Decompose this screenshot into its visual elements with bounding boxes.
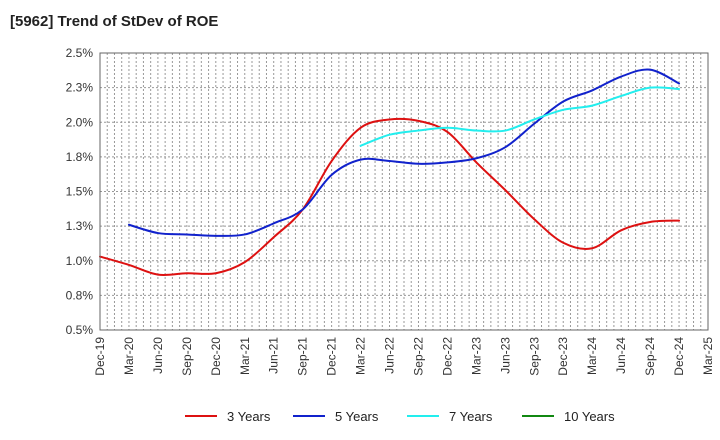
x-tick-label: Sep-20 [180, 337, 194, 376]
legend-label-7-years: 7 Years [449, 408, 493, 424]
y-tick-label: 2.0% [66, 115, 94, 129]
x-tick-label: Jun-22 [383, 337, 397, 374]
y-tick-label: 2.3% [66, 81, 94, 95]
legend-swatch-3-years [185, 415, 217, 417]
legend-label-5-years: 5 Years [335, 408, 379, 424]
y-tick-label: 1.0% [66, 254, 94, 268]
x-tick-label: Jun-21 [267, 337, 281, 374]
x-tick-label: Jun-23 [498, 337, 512, 374]
x-tick-label: Jun-24 [614, 337, 628, 374]
legend-label-10-years: 10 Years [564, 408, 615, 424]
x-tick-label: Jun-20 [151, 337, 165, 374]
x-tick-label: Mar-22 [354, 337, 368, 375]
y-axis-ticks: 0.5% 0.8% 1.0% 1.3% 1.5% 1.8% 2.0% 2.3% 2.5% [66, 46, 94, 337]
plot-frame [99, 52, 709, 331]
series-line-7-years [359, 86, 681, 147]
legend-swatch-7-years [407, 415, 439, 417]
x-tick-label: Mar-20 [122, 337, 136, 375]
x-tick-label: Sep-22 [411, 337, 425, 376]
legend-item-5-years[interactable]: 5 Years [293, 404, 378, 428]
plot-border [99, 52, 709, 331]
legend: 3 Years 5 Years 7 Years 10 Years [0, 404, 720, 428]
series-layer [99, 68, 681, 277]
x-tick-label: Dec-22 [440, 337, 454, 376]
legend-label-3-years: 3 Years [227, 408, 271, 424]
legend-swatch-5-years [293, 415, 325, 417]
y-tick-label: 2.5% [66, 46, 94, 60]
x-tick-label: Sep-24 [643, 337, 657, 376]
x-tick-label: Mar-25 [701, 337, 715, 375]
grid-layer [100, 53, 708, 330]
x-tick-label: Mar-23 [469, 337, 483, 375]
chart-title: [5962] Trend of StDev of ROE [10, 13, 219, 30]
x-tick-label: Dec-20 [209, 337, 223, 376]
y-tick-label: 1.3% [66, 219, 94, 233]
y-tick-label: 1.8% [66, 150, 94, 164]
x-tick-label: Dec-23 [556, 337, 570, 376]
legend-swatch-10-years [522, 415, 554, 417]
x-tick-label: Dec-19 [93, 337, 107, 376]
legend-item-3-years[interactable]: 3 Years [185, 404, 270, 428]
x-axis-ticks: Dec-19 Mar-20 Jun-20 Sep-20 Dec-20 Mar-21 Jun-… [93, 337, 715, 376]
x-tick-label: Mar-21 [238, 337, 252, 375]
x-tick-label: Sep-21 [296, 337, 310, 376]
series-line-5-years [127, 68, 681, 237]
x-tick-label: Dec-21 [325, 337, 339, 376]
y-tick-label: 0.5% [66, 323, 94, 337]
x-tick-label: Sep-23 [527, 337, 541, 376]
legend-item-7-years[interactable]: 7 Years [407, 404, 492, 428]
y-tick-label: 0.8% [66, 288, 94, 302]
x-tick-label: Dec-24 [672, 337, 686, 376]
legend-item-10-years[interactable]: 10 Years [522, 404, 615, 428]
x-tick-label: Mar-24 [585, 337, 599, 375]
series-line-3-years [99, 117, 681, 277]
y-tick-label: 1.5% [66, 185, 94, 199]
